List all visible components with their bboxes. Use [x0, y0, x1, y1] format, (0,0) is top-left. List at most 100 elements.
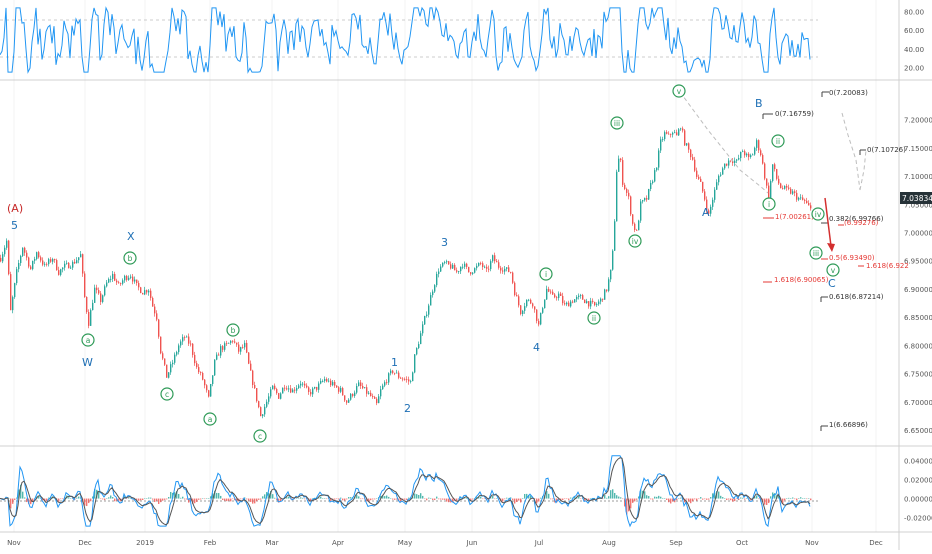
candle-body: [162, 353, 164, 359]
candle-body: [30, 266, 32, 270]
osc-bar: [714, 492, 716, 499]
wave-4: 4: [533, 341, 540, 354]
candle-body: [682, 128, 684, 131]
candle-body: [562, 295, 564, 304]
rsi-panel: [0, 6, 818, 74]
candle-body: [628, 192, 630, 197]
osc-bar: [188, 498, 190, 503]
candle-body: [712, 199, 714, 207]
candle-body: [732, 161, 734, 164]
candle-body: [192, 343, 194, 355]
candle-body: [566, 302, 568, 305]
osc-bar: [278, 498, 280, 503]
osc-bar: [72, 498, 74, 500]
wave-circ-iii2-text: iii: [813, 249, 819, 258]
candle-body: [110, 278, 112, 280]
osc-bar: [160, 498, 162, 503]
osc-bar: [382, 495, 384, 499]
wave-W: W: [82, 356, 93, 369]
candle-body: [472, 272, 474, 274]
candle-body: [298, 385, 300, 389]
osc-tick-3: -0.02000: [904, 515, 932, 523]
osc-bar: [566, 498, 568, 500]
candle-body: [362, 385, 364, 389]
osc-bar: [538, 498, 540, 502]
osc-bar: [62, 498, 64, 500]
candle-body: [428, 305, 430, 315]
candle-body: [84, 273, 86, 297]
osc-bar: [700, 497, 702, 499]
candle-body: [474, 268, 476, 273]
osc-bar: [524, 493, 526, 499]
candle-body: [74, 261, 76, 264]
osc-bar: [46, 498, 48, 502]
osc-bar: [606, 497, 608, 499]
osc-bar: [392, 498, 394, 500]
osc-bar: [764, 498, 766, 505]
candle-body: [218, 354, 220, 356]
candle-body: [602, 298, 604, 300]
osc-bar: [670, 498, 672, 504]
candle-body: [64, 263, 66, 268]
candle-body: [306, 385, 308, 388]
osc-bar: [156, 498, 158, 501]
candle-body: [206, 385, 208, 391]
osc-bar: [350, 497, 352, 499]
wave-circ-b2: b: [226, 323, 240, 337]
osc-bar: [476, 497, 478, 499]
candle-body: [406, 379, 408, 381]
candle-body: [530, 299, 532, 304]
candle-body: [444, 262, 446, 264]
osc-bar: [616, 495, 618, 499]
candle-body: [738, 158, 740, 160]
rsi-tick-2: 40.00: [904, 46, 924, 54]
candle-body: [486, 266, 488, 269]
candle-body: [396, 372, 398, 374]
x-tick-4: Mar: [265, 539, 278, 547]
wave-circ-ii2: ii: [771, 134, 785, 148]
candle-body: [238, 344, 240, 352]
candle-body: [638, 220, 640, 231]
osc-bar: [662, 497, 664, 499]
candle-body: [766, 178, 768, 186]
candle-body: [82, 254, 84, 274]
osc-bar: [236, 498, 238, 501]
candle-body: [68, 262, 70, 269]
osc-bar: [730, 498, 732, 501]
candle-body: [160, 336, 162, 354]
candle-body: [470, 272, 472, 274]
wave-circ-iv2-text: iv: [815, 210, 822, 219]
candle-body: [634, 223, 636, 231]
osc-bar: [92, 496, 94, 499]
osc-bar: [492, 495, 494, 499]
last-price-tag: 7.03834: [900, 192, 932, 204]
osc-bar: [318, 497, 320, 499]
osc-bar: [100, 498, 102, 500]
candle-body: [774, 164, 776, 170]
candle-body: [480, 262, 482, 264]
candle-body: [724, 163, 726, 169]
candle-body: [466, 263, 468, 267]
osc-bar: [146, 498, 148, 499]
candle-body: [156, 313, 158, 320]
candle-body: [722, 168, 724, 175]
osc-bar: [158, 498, 160, 504]
osc-bar: [718, 491, 720, 499]
candle-body: [176, 352, 178, 355]
candle-body: [632, 214, 634, 224]
candle-body: [360, 382, 362, 386]
osc-bar: [254, 498, 256, 504]
osc-bar: [720, 495, 722, 499]
candle-body: [538, 320, 540, 325]
osc-bar: [88, 498, 90, 504]
wave-circ-c1-text: c: [165, 390, 169, 399]
price-tick-11: 6.65000: [904, 427, 932, 435]
osc-bar: [482, 498, 484, 500]
osc-bar: [368, 498, 370, 502]
candle-body: [262, 414, 264, 417]
osc-bar: [784, 498, 786, 501]
candle-body: [332, 381, 334, 386]
osc-bar: [706, 498, 708, 500]
candle-body: [800, 197, 802, 199]
